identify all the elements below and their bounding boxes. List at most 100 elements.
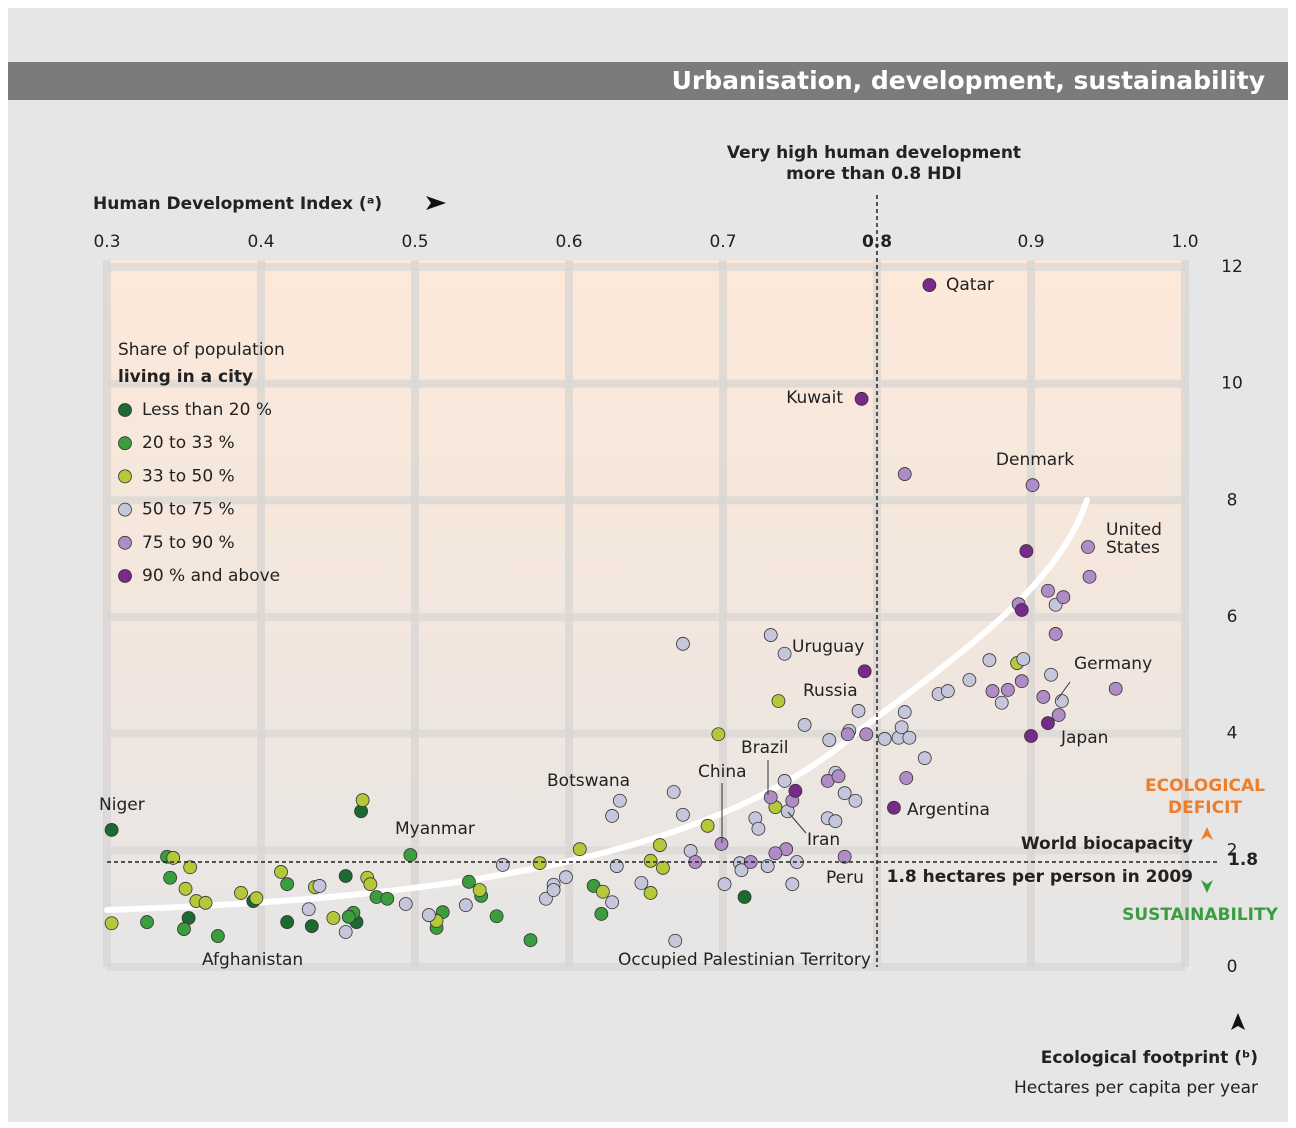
annotation: Myanmar xyxy=(395,819,475,839)
point xyxy=(605,895,620,910)
legend-title-bold: living in a city xyxy=(118,367,253,387)
legend-label: 90 % and above xyxy=(142,566,280,586)
point xyxy=(897,705,912,719)
point xyxy=(140,915,154,929)
point xyxy=(859,727,874,742)
point xyxy=(857,664,872,679)
point xyxy=(634,876,649,890)
point xyxy=(1014,603,1029,617)
annotation: Germany xyxy=(1074,654,1152,674)
legend-marker xyxy=(118,436,132,451)
point xyxy=(768,846,783,861)
point xyxy=(249,891,264,906)
point xyxy=(605,809,620,823)
annotation: China xyxy=(698,762,747,782)
chart-title: Urbanisation, development, sustainabilit… xyxy=(672,66,1265,95)
point xyxy=(994,695,1009,710)
point xyxy=(737,890,752,904)
point xyxy=(1001,683,1015,697)
point xyxy=(489,909,504,924)
point xyxy=(198,895,213,910)
point xyxy=(985,684,1000,698)
point xyxy=(210,929,225,943)
point xyxy=(962,673,977,687)
annotation: Uruguay xyxy=(792,637,864,657)
point xyxy=(940,684,955,698)
legend-title: Share of population xyxy=(118,340,285,360)
point xyxy=(837,786,852,801)
point xyxy=(828,814,843,829)
point xyxy=(676,636,690,651)
x-tick-label: 0.3 xyxy=(93,232,120,252)
y-tick-label: 0 xyxy=(1227,957,1238,977)
point xyxy=(763,790,778,805)
y-tick-label: 2 xyxy=(1227,840,1238,860)
threshold-y-sublabel: 1.8 hectares per person in 2009 xyxy=(887,867,1193,887)
point xyxy=(668,933,683,948)
y-axis-title: Ecological footprint (ᵇ) xyxy=(1041,1048,1258,1068)
point xyxy=(848,793,863,808)
point xyxy=(982,653,997,668)
point xyxy=(104,823,119,837)
annotation: Niger xyxy=(99,795,145,815)
point xyxy=(917,751,932,766)
annotation: Argentina xyxy=(907,800,990,820)
annotation: Occupied Palestinian Territory xyxy=(618,950,871,970)
point xyxy=(1081,540,1095,554)
point xyxy=(1051,708,1066,722)
point xyxy=(1054,694,1069,708)
annotation: United States xyxy=(1106,520,1162,558)
x-tick-label: 1.0 xyxy=(1171,232,1198,252)
point xyxy=(380,891,395,906)
point xyxy=(1019,544,1034,558)
y-tick-label: 12 xyxy=(1221,257,1243,277)
point xyxy=(894,720,909,735)
point xyxy=(1036,690,1051,704)
point xyxy=(840,727,855,742)
point xyxy=(1048,627,1063,641)
x-tick-label: 0.4 xyxy=(247,232,274,252)
annotation: Afghanistan xyxy=(202,950,303,970)
legend-marker xyxy=(118,535,132,550)
point xyxy=(280,877,295,892)
point xyxy=(837,849,852,864)
point xyxy=(652,838,667,852)
point xyxy=(1056,590,1071,605)
point xyxy=(643,886,658,900)
point xyxy=(1082,569,1097,584)
point xyxy=(274,865,288,879)
point xyxy=(717,877,732,892)
point xyxy=(734,863,749,878)
point xyxy=(572,842,587,857)
point xyxy=(595,884,610,899)
point xyxy=(887,800,901,815)
point xyxy=(166,851,181,865)
leader-line xyxy=(1056,681,1071,701)
legend-marker xyxy=(118,502,132,517)
legend-label: Less than 20 % xyxy=(142,400,272,420)
point xyxy=(643,853,658,868)
x-tick-label: 0.8 xyxy=(862,232,892,252)
point xyxy=(899,771,914,785)
point xyxy=(1044,667,1058,682)
point xyxy=(341,909,356,924)
y-axis-subtitle: Hectares per capita per year xyxy=(1014,1078,1258,1098)
annotation: Botswana xyxy=(547,771,630,791)
point xyxy=(326,911,341,925)
point xyxy=(788,783,803,798)
point xyxy=(851,704,866,718)
legend-label: 20 to 33 % xyxy=(142,433,235,453)
point xyxy=(458,898,473,913)
y-tick-label: 8 xyxy=(1227,490,1238,510)
annotation: Japan xyxy=(1060,728,1108,748)
x-tick-label: 0.7 xyxy=(709,232,736,252)
point xyxy=(163,870,178,885)
point xyxy=(495,858,510,872)
point xyxy=(785,877,800,892)
sustainability-label: SUSTAINABILITY xyxy=(1122,905,1278,925)
point xyxy=(312,879,327,893)
threshold-y-label: World biocapacity xyxy=(1021,834,1193,854)
point xyxy=(178,881,193,896)
annotation: Kuwait xyxy=(786,388,843,408)
